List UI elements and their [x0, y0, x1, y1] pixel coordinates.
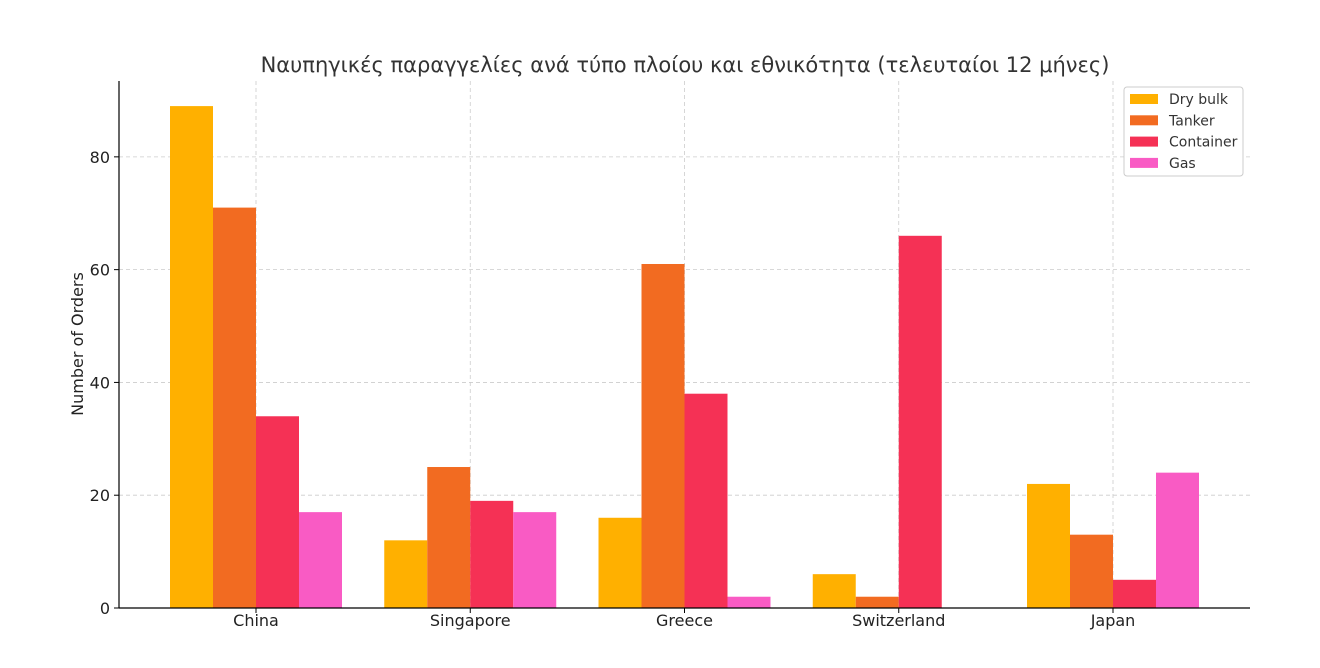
bar-container-switzerland [898, 235, 942, 608]
bar-tanker-china [213, 207, 256, 608]
x-tick-label: Japan [1090, 611, 1136, 630]
x-tick-label: Switzerland [852, 611, 945, 630]
y-ticks: 0 20 40 60 80 [90, 148, 119, 618]
bar-dry-bulk-china [170, 106, 213, 608]
bar-dry-bulk-japan [1027, 483, 1070, 608]
legend-label: Dry bulk [1169, 92, 1229, 108]
bar-container-greece [684, 393, 728, 608]
bar-dry-bulk-singapore [384, 540, 428, 608]
x-tick-label: Greece [656, 611, 713, 630]
bars [170, 106, 1199, 608]
y-tick-label: 20 [90, 486, 110, 505]
bar-container-china [256, 416, 299, 608]
bar-gas-greece [727, 596, 771, 608]
legend-swatch [1130, 136, 1158, 147]
legend-label: Gas [1169, 156, 1196, 172]
bar-dry-bulk-switzerland [812, 574, 856, 608]
bar-gas-china [299, 512, 342, 608]
x-tick-label: China [233, 611, 279, 630]
legend-swatch [1130, 115, 1158, 126]
legend-frame [1123, 86, 1244, 177]
bar-container-japan [1113, 579, 1156, 608]
x-tick-label: Singapore [430, 611, 511, 630]
chart-title: Ναυπηγικές παραγγελίες ανά τύπο πλοίου κ… [261, 53, 1110, 77]
legend-swatch [1130, 157, 1158, 168]
legend-label: Container [1169, 135, 1238, 151]
y-tick-label: 60 [90, 261, 110, 280]
y-tick-label: 40 [90, 373, 110, 392]
y-tick-label: 0 [100, 599, 110, 618]
bar-dry-bulk-greece [598, 517, 642, 608]
legend: Dry bulk Tanker Container Gas [1123, 86, 1244, 177]
bar-gas-singapore [513, 512, 557, 608]
y-axis-label: Number of Orders [68, 272, 87, 416]
bar-gas-japan [1156, 472, 1199, 608]
bar-container-singapore [470, 500, 514, 608]
legend-label: Tanker [1168, 113, 1215, 129]
bar-tanker-greece [641, 263, 685, 608]
grid-lines [119, 81, 1250, 608]
bar-tanker-switzerland [855, 596, 899, 608]
legend-swatch [1130, 94, 1158, 104]
x-ticks: China Singapore Greece Switzerland Japan [233, 608, 1135, 630]
y-tick-label: 80 [90, 148, 110, 167]
bar-tanker-japan [1070, 534, 1113, 608]
bar-tanker-singapore [427, 467, 471, 608]
